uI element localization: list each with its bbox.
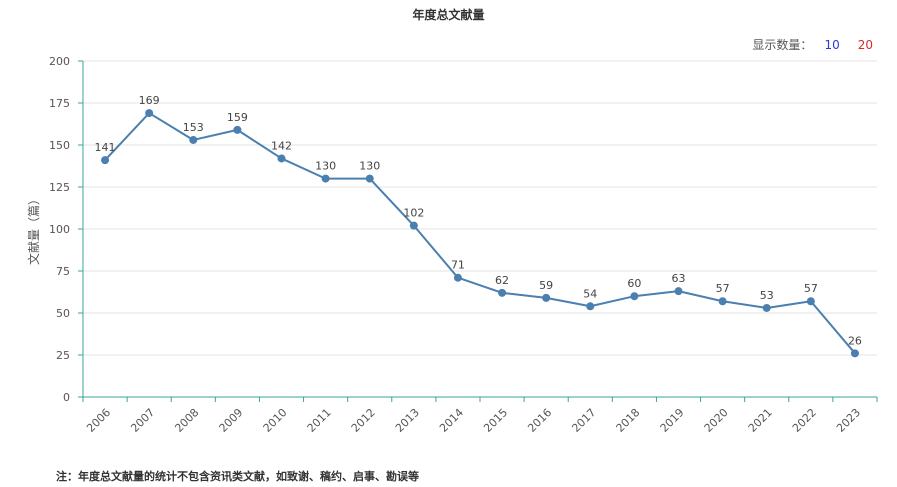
data-label: 169	[139, 94, 160, 107]
display-count-control: 显示数量： 10 20	[752, 36, 879, 53]
series-line-path	[104, 112, 856, 354]
data-label: 54	[583, 287, 597, 300]
data-point	[498, 288, 507, 297]
axes	[82, 61, 878, 402]
footnote: 注：年度总文献量的统计不包含资讯类文献，如致谢、稿约、启事、勘误等	[56, 470, 419, 483]
data-label: 57	[804, 282, 818, 295]
x-tick-labels: 2006 2007 2008 2009 2010 2011 2012 2013 2014 2015…	[84, 406, 863, 435]
data-points	[101, 109, 859, 358]
display-count-20-option[interactable]: 20	[857, 37, 873, 52]
data-labels: 141 169 153 159 142 130 130 102 71 62 59 54 60 63 57 53…	[95, 94, 862, 347]
x-tick-label: 2007	[128, 406, 157, 435]
data-label: 57	[716, 282, 730, 295]
data-point	[806, 297, 815, 306]
y-tick-label: 75	[56, 265, 70, 278]
data-point	[189, 135, 198, 144]
display-count-label: 显示数量：	[752, 38, 813, 52]
x-tick-label: 2022	[790, 406, 819, 435]
y-axis-title: 文献量（篇）	[26, 193, 41, 265]
y-tick-labels: 0 25 50 75 100 125 150 175 200	[49, 55, 70, 404]
display-count-10-option[interactable]: 10	[824, 37, 840, 52]
data-point	[321, 174, 330, 183]
data-label: 59	[539, 279, 553, 292]
data-point	[233, 125, 242, 134]
data-point	[277, 154, 286, 163]
data-point	[718, 297, 727, 306]
data-label: 141	[95, 141, 116, 154]
data-label: 142	[271, 139, 292, 152]
data-point	[409, 221, 418, 230]
y-tick-label: 200	[49, 55, 70, 68]
x-tick-label: 2006	[84, 406, 113, 435]
data-point	[762, 303, 771, 312]
x-tick-label: 2018	[614, 406, 643, 435]
data-label: 26	[848, 334, 862, 347]
y-tick-label: 0	[63, 391, 70, 404]
y-tick-label: 125	[49, 181, 70, 194]
data-label: 153	[183, 121, 204, 134]
data-label: 71	[451, 259, 465, 272]
data-point	[850, 349, 859, 358]
data-label: 60	[627, 277, 641, 290]
x-tick-label: 2009	[217, 406, 246, 435]
x-tick-label: 2020	[702, 406, 731, 435]
data-point	[145, 109, 154, 118]
data-point	[453, 273, 462, 282]
data-point	[586, 302, 595, 311]
y-tick-label: 100	[49, 223, 70, 236]
x-tick-label: 2011	[305, 406, 334, 435]
data-point	[674, 287, 683, 296]
data-point	[542, 293, 551, 302]
x-tick-label: 2019	[658, 406, 687, 435]
x-tick-label: 2013	[393, 406, 422, 435]
x-tick-label: 2015	[481, 406, 510, 435]
grid-lines	[78, 60, 877, 398]
x-tick-label: 2017	[569, 406, 598, 435]
x-tick-label: 2012	[349, 406, 378, 435]
data-label: 102	[403, 207, 424, 220]
y-tick-label: 175	[49, 97, 70, 110]
data-label: 53	[760, 289, 774, 302]
data-label: 130	[359, 160, 380, 173]
x-tick-label: 2016	[525, 406, 554, 435]
y-tick-label: 25	[56, 349, 70, 362]
x-tick-label: 2014	[437, 406, 466, 435]
series-line	[104, 112, 856, 354]
x-tick-label: 2023	[834, 406, 863, 435]
y-tick-label: 150	[49, 139, 70, 152]
data-label: 130	[315, 160, 336, 173]
y-tick-label: 50	[56, 307, 70, 320]
x-tick-label: 2010	[261, 406, 290, 435]
x-tick-label: 2021	[746, 406, 775, 435]
data-label: 159	[227, 111, 248, 124]
chart-title: 年度总文献量	[412, 8, 485, 22]
data-label: 62	[495, 274, 509, 287]
x-tick-label: 2008	[172, 406, 201, 435]
data-label: 63	[672, 272, 686, 285]
data-point	[365, 174, 374, 183]
data-point	[630, 292, 639, 301]
data-point	[101, 156, 110, 165]
